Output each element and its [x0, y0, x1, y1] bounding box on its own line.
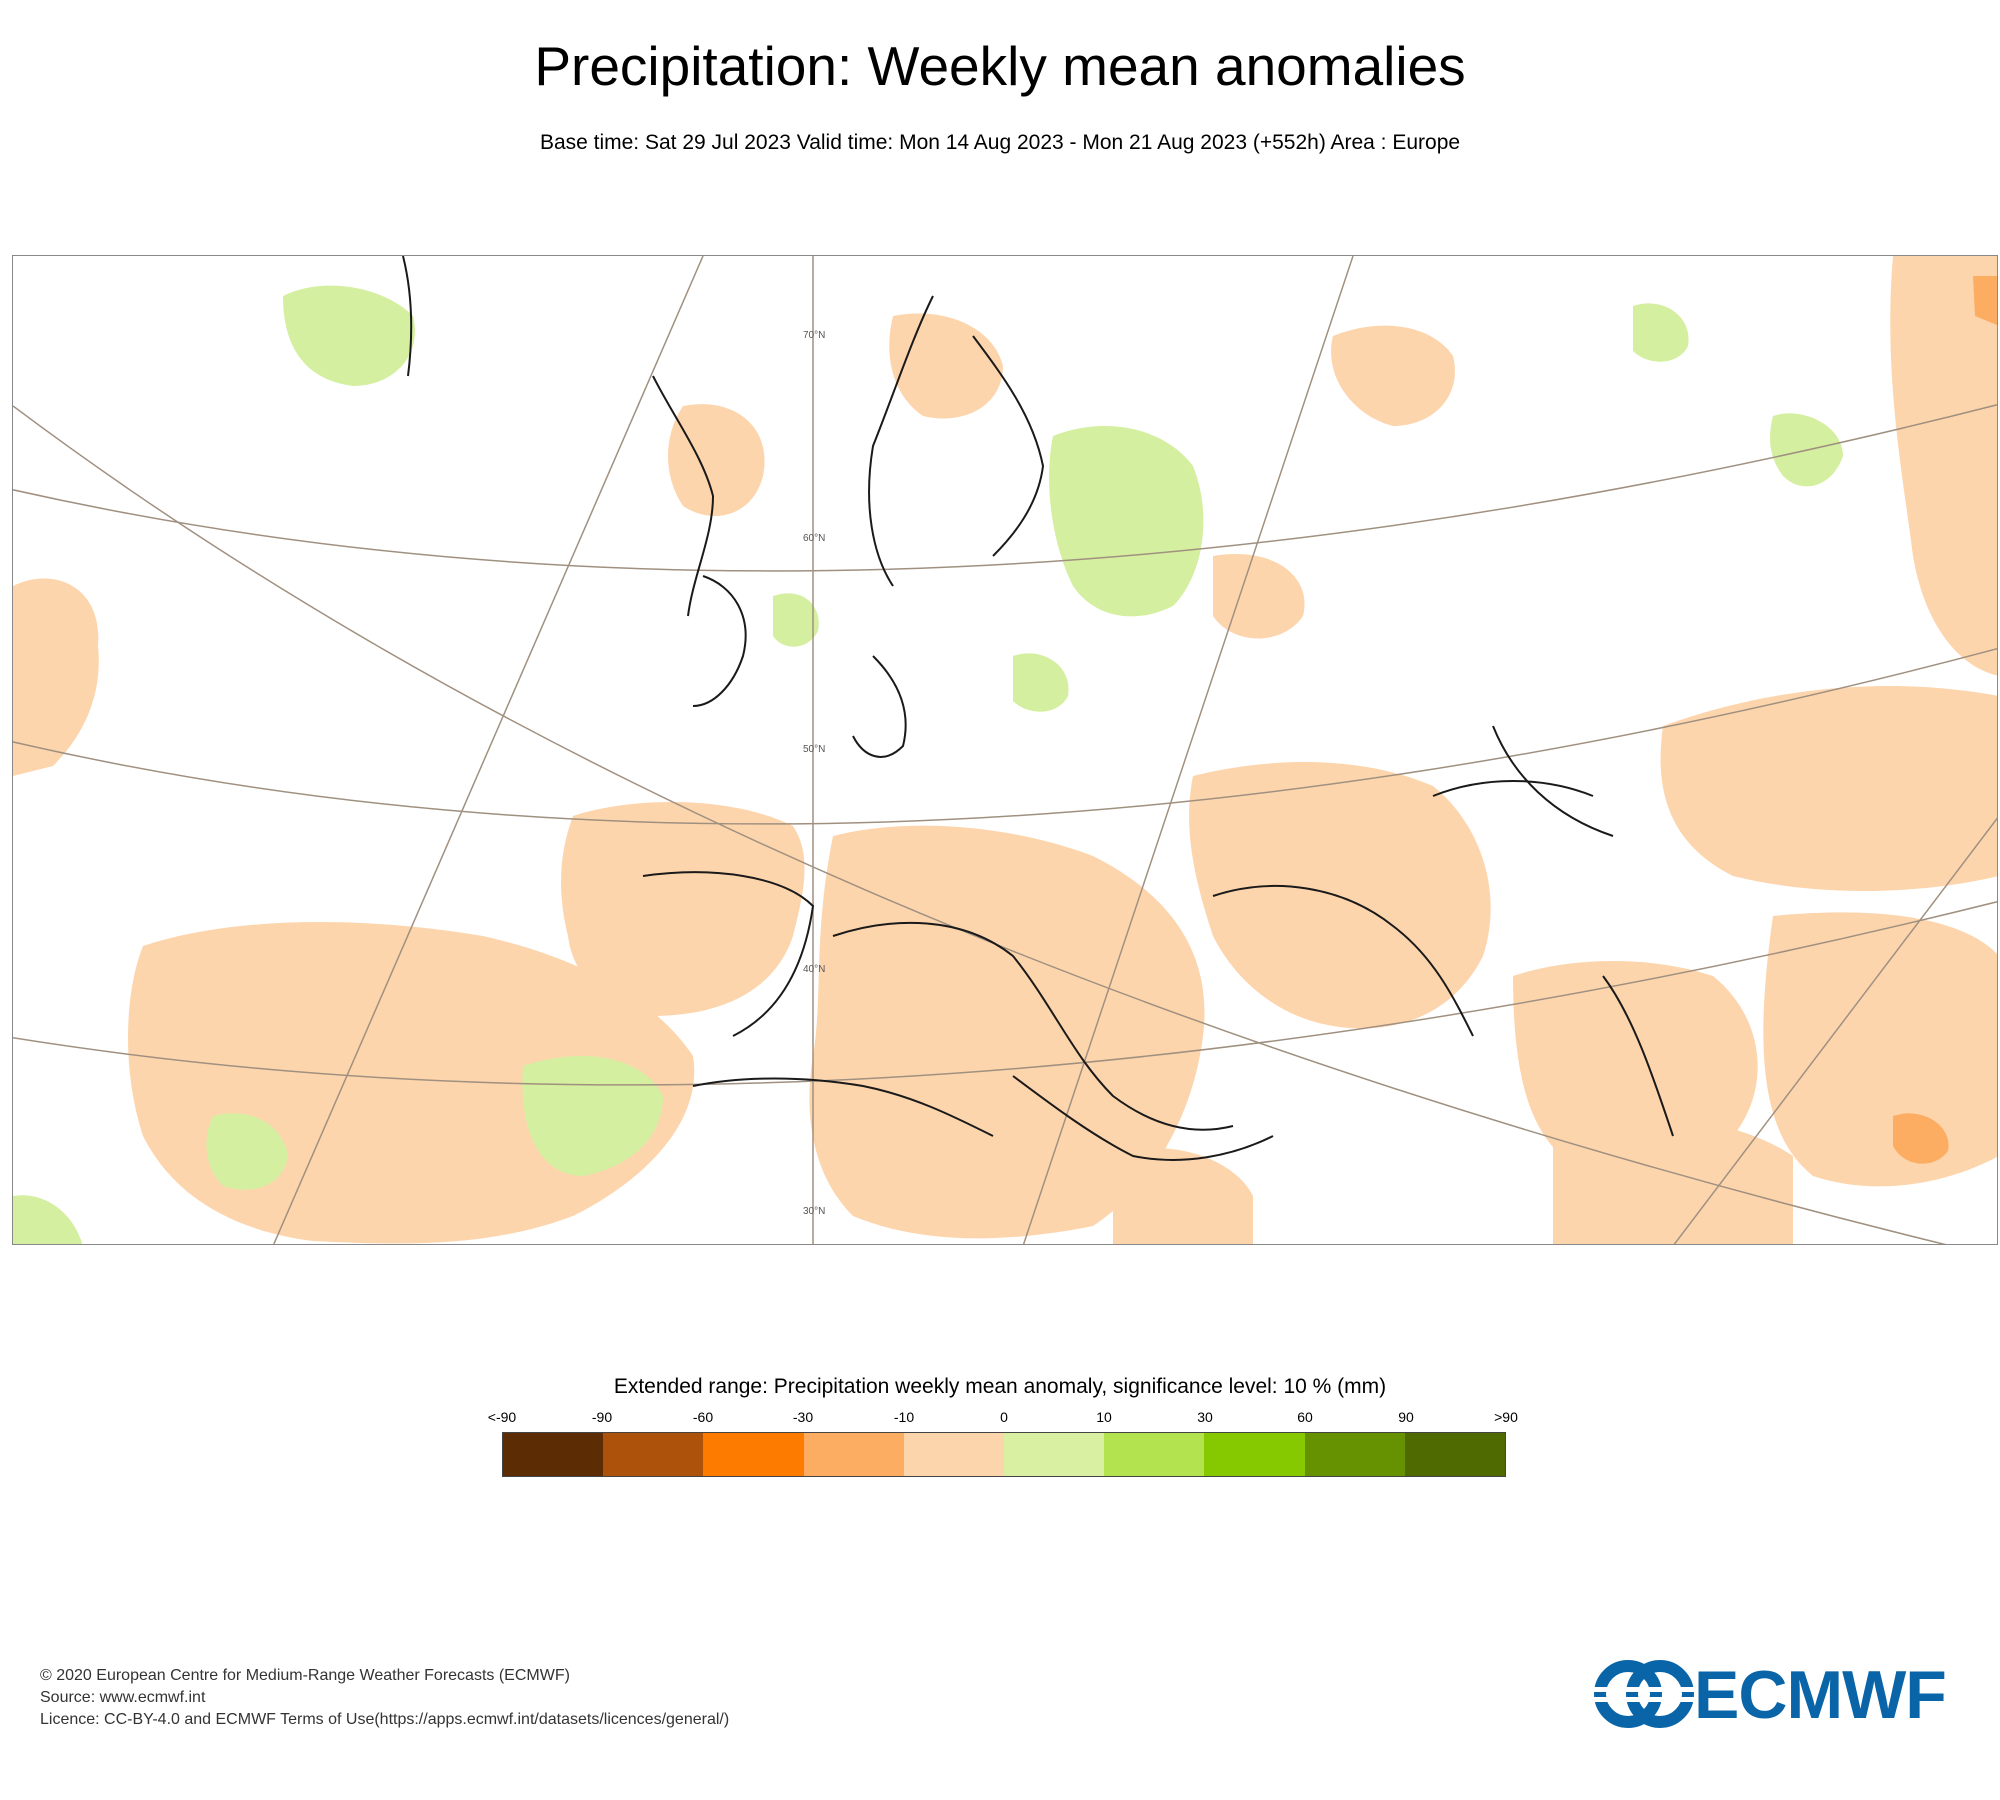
lat-label-60: 60°N — [803, 533, 825, 544]
legend-swatch-2 — [703, 1433, 804, 1476]
legend-tick: -90 — [591, 1409, 613, 1425]
legend-swatch-3 — [803, 1433, 904, 1476]
legend-ticks: <-90 -90 -60 -30 -10 0 10 30 60 90 >90 — [0, 1408, 2000, 1428]
europe-anomaly-map: 70°N 60°N 50°N 40°N 30°N — [13, 256, 1997, 1244]
legend-swatch-8 — [1304, 1433, 1405, 1476]
legend-tick: <-90 — [487, 1409, 517, 1425]
dry-anomaly-areas — [13, 256, 1997, 1244]
legend-tick: 10 — [1096, 1409, 1112, 1425]
legend-swatch-0 — [503, 1433, 604, 1476]
legend-tick: 90 — [1398, 1409, 1414, 1425]
lat-label-70: 70°N — [803, 330, 825, 341]
lat-label-40: 40°N — [803, 964, 825, 975]
legend-swatch-7 — [1204, 1433, 1305, 1476]
chart-subtitle: Base time: Sat 29 Jul 2023 Valid time: M… — [539, 131, 1461, 154]
legend-swatch-4 — [903, 1433, 1005, 1476]
legend-tick: 60 — [1297, 1409, 1313, 1425]
ecmwf-logo-text: ECMWF — [1694, 1657, 1947, 1733]
chart-title: Precipitation: Weekly mean anomalies — [534, 35, 1466, 97]
legend-tick: -10 — [893, 1409, 915, 1425]
legend-swatch-1 — [603, 1433, 704, 1476]
legend-tick: -60 — [692, 1409, 714, 1425]
copyright-line: © 2020 European Centre for Medium-Range … — [40, 1667, 570, 1684]
legend-swatch-6 — [1104, 1433, 1205, 1476]
legend-tick: 0 — [1000, 1409, 1008, 1425]
legend-swatch-9 — [1404, 1433, 1506, 1476]
legend-tick: 30 — [1197, 1409, 1213, 1425]
legend-swatch-5 — [1004, 1433, 1105, 1476]
lat-label-50: 50°N — [803, 744, 825, 755]
latitude-labels: 70°N 60°N 50°N 40°N 30°N — [803, 330, 825, 1217]
source-line: Source: www.ecmwf.int — [40, 1689, 206, 1706]
legend-tick: >90 — [1494, 1409, 1518, 1425]
footer-credits: © 2020 European Centre for Medium-Range … — [40, 1665, 729, 1731]
legend-tick: -30 — [792, 1409, 814, 1425]
legend-title: Extended range: Precipitation weekly mea… — [613, 1375, 1387, 1398]
lat-label-30: 30°N — [803, 1206, 825, 1217]
legend-color-bar — [502, 1432, 1506, 1477]
strong-dry-areas — [1893, 276, 1997, 1164]
ecmwf-logo-icon — [1594, 1660, 1694, 1728]
ecmwf-logo: ECMWF — [1594, 1657, 1974, 1733]
licence-line: Licence: CC-BY-4.0 and ECMWF Terms of Us… — [40, 1711, 730, 1728]
map-panel: 70°N 60°N 50°N 40°N 30°N — [12, 255, 1998, 1245]
coastlines — [402, 256, 1674, 1161]
